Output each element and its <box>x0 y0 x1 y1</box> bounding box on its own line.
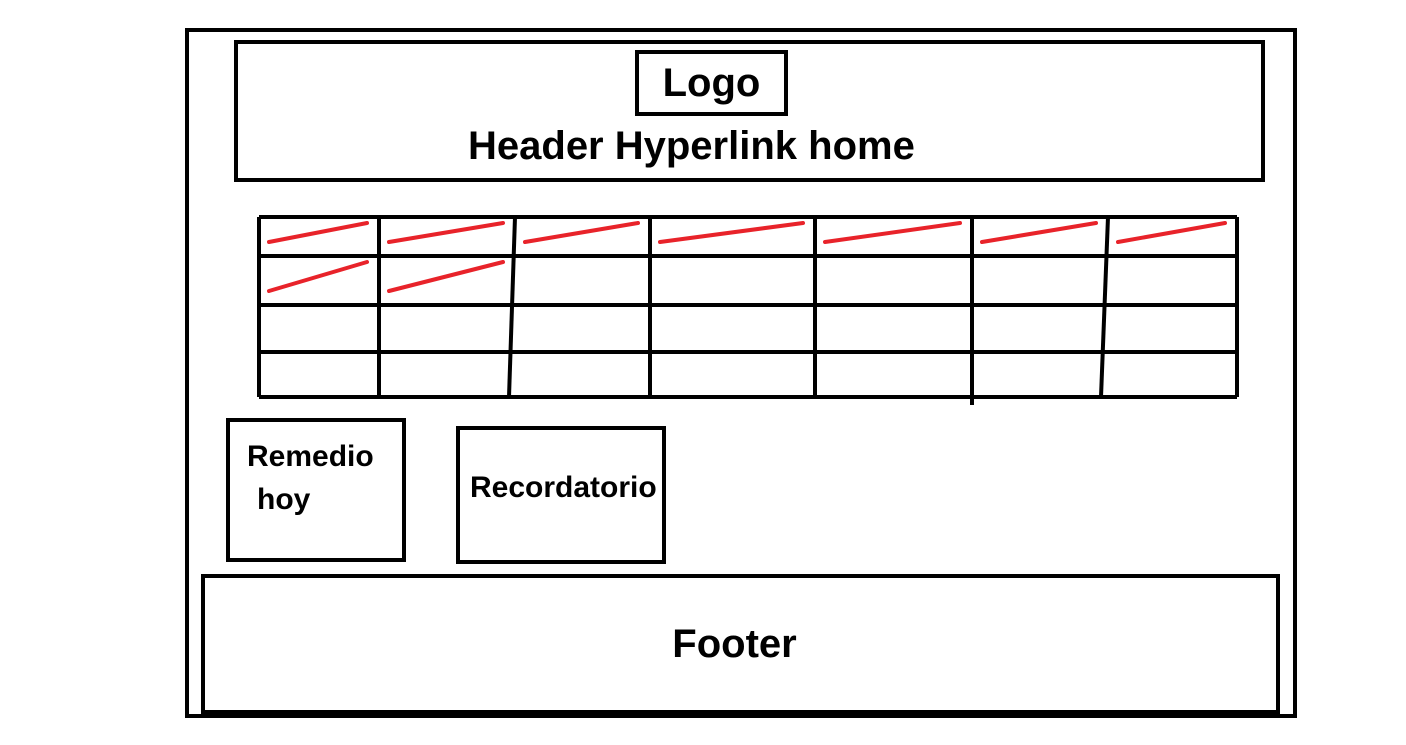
header-home-link[interactable]: Header Hyperlink home <box>468 124 915 168</box>
footer-label: Footer <box>672 621 797 666</box>
grid-cell-strike <box>980 221 1098 244</box>
grid-column-line <box>507 216 517 398</box>
grid-cell-strike <box>523 221 640 244</box>
grid-cell-strike <box>658 221 805 244</box>
remedio-hoy-card[interactable] <box>226 418 406 562</box>
header <box>234 40 1265 182</box>
grid-cell-strike <box>387 260 505 293</box>
grid-cell-strike <box>1116 221 1227 244</box>
grid-cell-strike <box>267 260 369 293</box>
grid-cell-strike <box>823 221 962 244</box>
grid-column-line <box>1099 216 1110 398</box>
grid-cell-strike <box>387 221 505 244</box>
page-frame <box>185 28 1297 718</box>
footer: Footer <box>201 574 1280 714</box>
recordatorio-label: Recordatorio <box>470 471 657 504</box>
remedio-hoy-label-line1: Remedio <box>247 440 374 473</box>
recordatorio-card[interactable] <box>456 426 666 564</box>
grid-cell-strike <box>267 221 369 244</box>
logo-label: Logo <box>662 60 761 105</box>
remedio-hoy-label-line2: hoy <box>257 483 311 516</box>
logo[interactable]: Logo <box>635 50 788 116</box>
